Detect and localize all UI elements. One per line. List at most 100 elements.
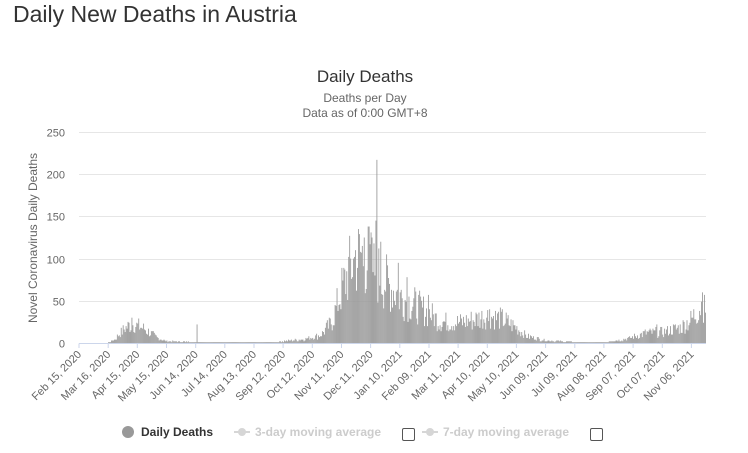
bar <box>655 326 657 343</box>
bar <box>552 341 554 343</box>
bar <box>580 342 582 343</box>
bar <box>491 316 493 343</box>
bar <box>220 342 222 343</box>
bar <box>252 342 253 343</box>
bar <box>425 316 426 343</box>
bar <box>533 339 535 343</box>
legend-label-3-day-average: 3-day moving average <box>255 425 382 439</box>
bar <box>638 337 640 343</box>
bar <box>303 341 305 343</box>
bar <box>637 338 639 343</box>
bar <box>567 341 569 343</box>
bar <box>671 334 672 343</box>
bar <box>384 289 386 343</box>
bar <box>310 337 312 343</box>
bar <box>445 312 447 343</box>
bar <box>649 328 651 343</box>
bar <box>335 305 337 343</box>
bar <box>223 342 225 343</box>
bar <box>132 325 134 343</box>
bar <box>587 342 589 343</box>
bar <box>513 325 515 343</box>
bar <box>205 342 207 343</box>
bar <box>313 339 315 343</box>
bar <box>351 278 353 343</box>
bar <box>481 310 483 343</box>
bar <box>490 328 492 343</box>
bar <box>422 307 424 343</box>
bar <box>135 326 137 343</box>
bar <box>541 340 543 343</box>
bar <box>493 315 494 343</box>
checkbox-7-day-average[interactable] <box>590 428 603 441</box>
bar <box>134 332 136 343</box>
bar <box>592 342 594 343</box>
bar <box>510 319 512 343</box>
bar <box>615 340 617 343</box>
bar <box>620 341 622 343</box>
legend-item-3-day-average[interactable]: 3-day moving average <box>234 422 381 442</box>
bar <box>686 320 688 343</box>
bar <box>622 341 624 343</box>
bar <box>307 337 309 343</box>
bar <box>556 340 558 343</box>
y-tick-label: 100 <box>47 255 65 267</box>
bar <box>292 340 294 343</box>
bar <box>291 341 293 343</box>
bar <box>416 318 418 343</box>
bar <box>688 325 690 343</box>
bar <box>409 318 411 343</box>
bar <box>653 330 655 343</box>
bar <box>242 342 244 343</box>
legend-label-7-day-average: 7-day moving average <box>443 425 570 439</box>
legend-item-daily-deaths[interactable]: Daily Deaths <box>122 422 213 442</box>
bar <box>264 342 266 343</box>
bar <box>564 342 565 343</box>
bar <box>385 291 387 343</box>
bar <box>690 310 692 343</box>
bar <box>593 342 595 343</box>
bar <box>475 312 477 343</box>
bar <box>570 341 572 343</box>
bar <box>630 337 632 343</box>
bar <box>345 294 347 343</box>
checkbox-3-day-average[interactable] <box>402 428 415 441</box>
bar <box>420 296 422 343</box>
bar <box>239 342 241 343</box>
bar <box>118 335 120 343</box>
bar <box>386 254 388 343</box>
bar <box>253 342 255 343</box>
bar <box>663 337 665 343</box>
bar <box>667 326 668 343</box>
legend-item-7-day-average[interactable]: 7-day moving average <box>422 422 569 442</box>
bar <box>268 342 270 343</box>
bar <box>305 337 307 343</box>
bar <box>546 341 548 343</box>
bar <box>511 331 513 343</box>
bar <box>538 338 540 343</box>
bar <box>527 337 528 343</box>
bar <box>640 332 642 343</box>
bar <box>583 342 585 343</box>
bar <box>613 341 615 343</box>
bar <box>530 335 531 343</box>
bar <box>269 342 271 343</box>
bar <box>559 341 561 343</box>
bar <box>621 340 623 343</box>
bar <box>451 326 453 343</box>
bar <box>143 323 145 343</box>
bar <box>119 337 121 343</box>
bar <box>444 321 446 343</box>
bar <box>521 332 523 343</box>
bar <box>317 339 319 343</box>
bar <box>138 318 140 343</box>
bar <box>364 293 366 343</box>
bar <box>121 334 123 343</box>
bar <box>440 331 442 343</box>
bar <box>632 336 633 343</box>
bar <box>693 309 695 343</box>
bar <box>610 341 612 343</box>
bar <box>241 342 243 343</box>
bar <box>125 326 127 343</box>
bar <box>618 339 620 343</box>
